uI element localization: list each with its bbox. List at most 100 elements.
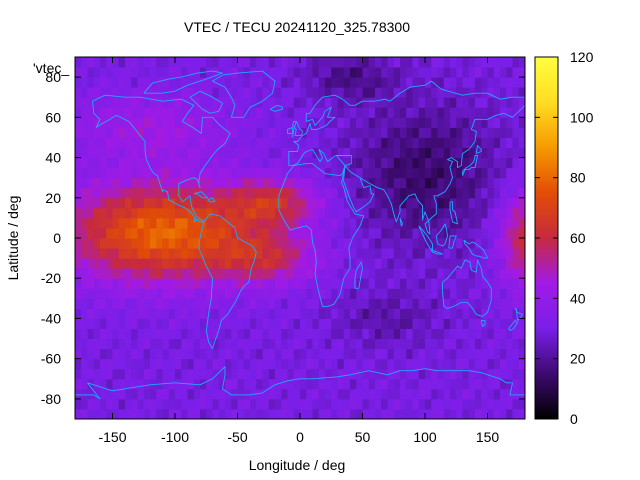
heatmap-cell [300, 298, 307, 309]
heatmap-cell [143, 197, 151, 209]
heatmap-cell [256, 157, 263, 169]
heatmap-cell [256, 248, 263, 259]
heatmap-cell [131, 268, 138, 279]
heatmap-cell [87, 227, 95, 239]
heatmap-cell [81, 398, 88, 410]
heatmap-cell [268, 197, 276, 209]
heatmap-cell [293, 67, 301, 78]
heatmap-cell [368, 308, 376, 319]
heatmap-cell [243, 227, 251, 239]
heatmap-cell [481, 77, 488, 88]
heatmap-cell [125, 248, 132, 259]
heatmap-cell [225, 328, 232, 340]
heatmap-cell [425, 127, 432, 138]
heatmap-cell [93, 107, 101, 118]
heatmap-cell [106, 408, 113, 419]
heatmap-cell [137, 77, 145, 88]
heatmap-cell [206, 117, 213, 128]
heatmap-cell [187, 137, 195, 148]
heatmap-cell [112, 358, 120, 370]
heatmap-cell [225, 107, 232, 118]
heatmap-cell [162, 388, 170, 400]
heatmap-cell [493, 388, 501, 400]
heatmap-cell [362, 207, 370, 219]
heatmap-cell [112, 298, 120, 309]
heatmap-cell [431, 187, 438, 199]
heatmap-cell [212, 87, 220, 98]
heatmap-cell [256, 378, 263, 390]
heatmap-cell [318, 238, 326, 249]
heatmap-cell [181, 298, 188, 309]
heatmap-cell [381, 187, 388, 199]
heatmap-cell [112, 308, 120, 319]
heatmap-cell [456, 57, 463, 68]
heatmap-cell [250, 67, 257, 78]
heatmap-cell [175, 217, 182, 229]
heatmap-cell [337, 77, 345, 88]
heatmap-cell [137, 248, 145, 259]
heatmap-cell [162, 398, 170, 410]
heatmap-cell [225, 157, 232, 169]
heatmap-cell [143, 378, 151, 390]
heatmap-cell [325, 147, 332, 159]
heatmap-cell [468, 288, 476, 299]
heatmap-cell [487, 187, 495, 199]
heatmap-cell [125, 408, 132, 419]
heatmap-cell [206, 207, 213, 219]
heatmap-cell [393, 147, 401, 159]
heatmap-cell [481, 147, 488, 159]
heatmap-cell [256, 77, 263, 88]
heatmap-cell [212, 358, 220, 370]
heatmap-cell [393, 248, 401, 259]
heatmap-cell [518, 147, 525, 159]
heatmap-cell [412, 117, 420, 128]
heatmap-cell [150, 227, 157, 239]
heatmap-cell [468, 338, 476, 350]
heatmap-cell [362, 197, 370, 209]
heatmap-cell [231, 348, 238, 360]
heatmap-cell [481, 288, 488, 299]
heatmap-cell [300, 207, 307, 219]
heatmap-cell [275, 398, 282, 410]
heatmap-cell [481, 107, 488, 118]
heatmap-cell [387, 378, 395, 390]
heatmap-cell [87, 248, 95, 259]
heatmap-cell [162, 378, 170, 390]
heatmap-cell [350, 187, 357, 199]
heatmap-cell [462, 217, 470, 229]
heatmap-cell [368, 268, 376, 279]
heatmap-cell [368, 67, 376, 78]
heatmap-cell [281, 248, 288, 259]
heatmap-cell [387, 398, 395, 410]
heatmap-cell [406, 368, 413, 380]
heatmap-cell [175, 87, 182, 98]
heatmap-cell [362, 288, 370, 299]
heatmap-cell [306, 248, 313, 259]
heatmap-cell [331, 107, 338, 118]
heatmap-cell [312, 348, 320, 360]
heatmap-cell [493, 107, 501, 118]
heatmap-cell [512, 258, 520, 269]
heatmap-cell [262, 278, 270, 289]
heatmap-cell [512, 97, 520, 108]
heatmap-cell [237, 338, 245, 350]
heatmap-cell [443, 368, 451, 380]
heatmap-cell [287, 157, 295, 169]
heatmap-cell [218, 318, 226, 329]
heatmap-cell [518, 157, 525, 169]
heatmap-cell [118, 197, 126, 209]
heatmap-cell [131, 217, 138, 229]
heatmap-cell [150, 358, 157, 370]
heatmap-cell [425, 258, 432, 269]
heatmap-cell [387, 288, 395, 299]
heatmap-cell [393, 408, 401, 419]
heatmap-cell [212, 328, 220, 340]
heatmap-cell [287, 238, 295, 249]
heatmap-cell [400, 57, 407, 68]
heatmap-cell [337, 177, 345, 189]
heatmap-cell [356, 87, 363, 98]
heatmap-cell [168, 97, 176, 108]
heatmap-cell [350, 328, 357, 340]
heatmap-cell [287, 197, 295, 209]
heatmap-cell [306, 207, 313, 219]
